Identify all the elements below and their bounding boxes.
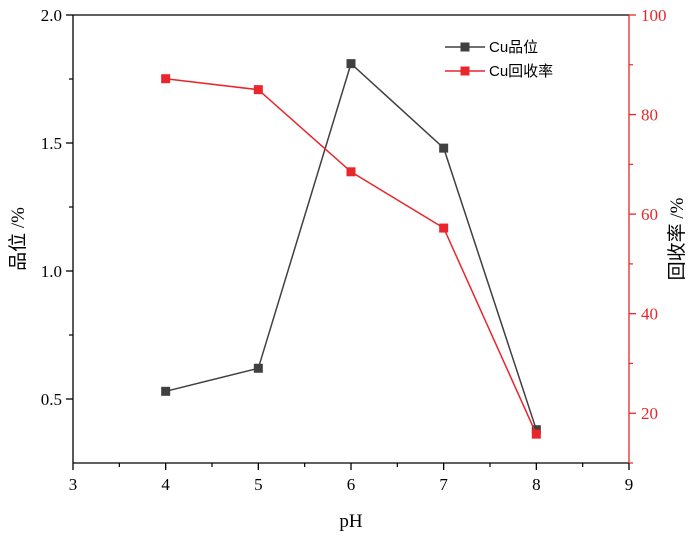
y-axis-left-title: 品位 /% [7, 207, 29, 271]
series-1-point [253, 363, 263, 373]
series-1-point [439, 143, 449, 153]
legend: Cu品位 Cu回收率 [445, 39, 553, 80]
x-tick-label: 9 [625, 475, 634, 494]
x-tick-label: 3 [69, 475, 78, 494]
y-right-tick-label: 40 [641, 305, 658, 324]
y-right-tick-label: 100 [641, 6, 667, 25]
series-layer [161, 59, 541, 439]
axes-layer: 3 4 5 6 7 8 9 0.5 1.0 1.5 2.0 20 40 60 80 100 [41, 6, 667, 494]
legend-label: Cu品位 [489, 39, 538, 56]
series-2-point [161, 74, 171, 84]
series-2-point [253, 85, 263, 95]
legend-label: Cu回收率 [489, 63, 553, 80]
y-left-tick-label: 1.0 [41, 262, 62, 281]
series-line-1 [165, 62, 538, 430]
x-tick-label: 7 [439, 475, 448, 494]
series-1-point [346, 59, 356, 69]
y-right-tick-label: 60 [641, 205, 658, 224]
y-left-tick-label: 0.5 [41, 390, 62, 409]
x-tick-label: 5 [254, 475, 263, 494]
series-1-point [161, 386, 171, 396]
legend-marker [460, 42, 470, 52]
y-right-tick-label: 20 [641, 404, 658, 423]
series-2-point [439, 223, 449, 233]
x-tick-label: 8 [532, 475, 541, 494]
y-left-tick-label: 2.0 [41, 6, 62, 25]
series-line-2 [165, 77, 537, 435]
x-tick-label: 6 [347, 475, 356, 494]
x-axis-title: pH [339, 511, 363, 532]
y-left-tick-label: 1.5 [41, 134, 62, 153]
y-axis-right-title: 回收率 /% [666, 197, 688, 280]
series-2-point [531, 429, 541, 439]
y-right-tick-label: 80 [641, 106, 658, 125]
series-2-point [346, 167, 356, 177]
x-tick-label: 4 [161, 475, 170, 494]
legend-marker [460, 66, 470, 76]
